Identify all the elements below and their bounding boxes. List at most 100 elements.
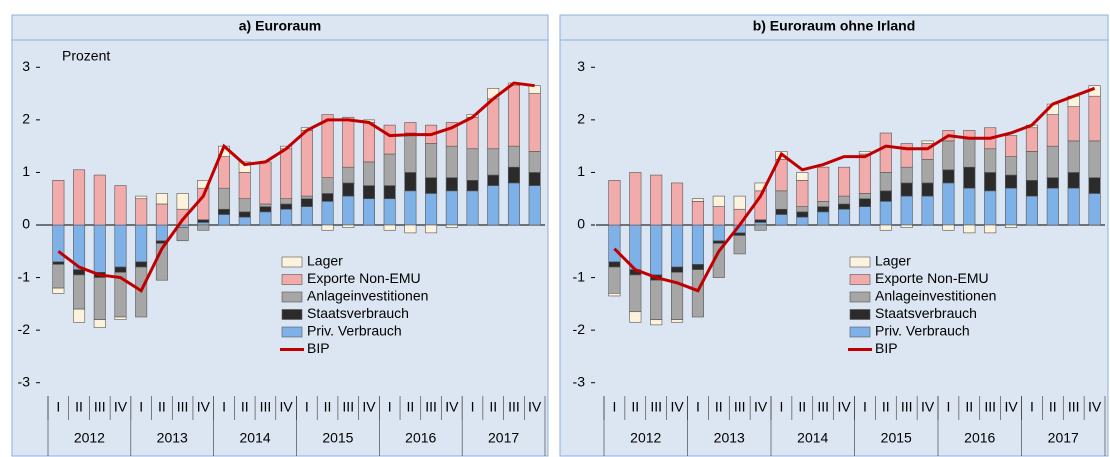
bar-segment: [404, 224, 417, 234]
bar-segment: [52, 287, 65, 294]
bar-segment: [650, 224, 663, 276]
chart-title: a) Euroraum: [239, 18, 321, 34]
x-tick-label: III: [425, 399, 437, 415]
legend-label: Priv. Verbrauch: [307, 323, 402, 339]
x-group-label: 2013: [714, 430, 745, 446]
y-tick-label: 0: [22, 216, 30, 232]
bar-segment: [425, 177, 438, 194]
bar-segment: [238, 198, 251, 213]
bar-segment: [712, 206, 725, 226]
bar-segment: [238, 216, 251, 226]
x-group-label: 2017: [488, 430, 519, 446]
bar-segment: [425, 193, 438, 226]
bar-segment: [73, 308, 86, 323]
y-tick-label: -3: [18, 373, 31, 389]
bar-segment: [300, 206, 313, 226]
y-tick-label: 3: [577, 58, 585, 74]
legend-label: Exporte Non-EMU: [875, 270, 989, 286]
bar-segment: [817, 206, 830, 213]
bar-segment: [300, 195, 313, 200]
bar-segment: [155, 203, 168, 226]
bar-segment: [691, 264, 704, 270]
y-tick-label: -3: [573, 373, 586, 389]
x-group-label: 2015: [881, 430, 912, 446]
legend-label: Exporte Non-EMU: [307, 270, 421, 286]
bar-segment: [796, 206, 809, 213]
bar-segment: [650, 279, 663, 320]
bar-segment: [507, 145, 520, 168]
bar-segment: [1067, 140, 1080, 173]
legend-swatch: [849, 291, 871, 303]
bar-segment: [425, 143, 438, 178]
legend-swatch: [849, 256, 871, 268]
bar-segment: [176, 227, 189, 242]
legend-swatch: [849, 309, 871, 320]
bar-segment: [921, 182, 934, 197]
line-series: [57, 81, 535, 293]
bar-segment: [671, 182, 684, 226]
bar-segment: [712, 240, 725, 244]
x-tick-label: IV: [921, 399, 935, 415]
bar-segment: [1046, 187, 1059, 226]
bar-segment: [528, 151, 541, 173]
x-tick-label: IV: [837, 399, 851, 415]
legend-swatch: [281, 256, 303, 268]
bar-segment: [691, 224, 704, 265]
bar-segment: [155, 224, 168, 242]
legend-label: BIP: [875, 340, 898, 356]
y-tick-label: 3: [22, 58, 30, 74]
bar-segment: [383, 153, 396, 186]
bar-segment: [1088, 140, 1101, 178]
bar-segment: [984, 224, 997, 234]
bar-segment: [879, 190, 892, 202]
panel-background: [559, 14, 1109, 457]
bar-segment: [650, 319, 663, 326]
bar-segment: [1005, 224, 1018, 228]
bar-segment: [155, 193, 168, 205]
legend-label: Staatsverbrauch: [875, 305, 977, 321]
bar-segment: [425, 224, 438, 234]
bar-segment: [733, 195, 746, 210]
x-tick-label: I: [946, 399, 950, 415]
panel-background: [11, 14, 549, 457]
bar-segment: [1046, 114, 1059, 147]
x-tick-label: II: [407, 399, 415, 415]
legend-swatch: [849, 274, 871, 285]
bar-segment: [671, 224, 684, 268]
bar-segment: [671, 272, 684, 320]
bar-segment: [404, 172, 417, 192]
bar-segment: [238, 211, 251, 218]
legend-label: Priv. Verbrauch: [875, 323, 970, 339]
bar-segment: [942, 182, 955, 226]
bar-segment: [1005, 156, 1018, 176]
bar-segment: [114, 185, 127, 226]
bar-segment: [671, 266, 684, 273]
x-tick-label: IV: [197, 399, 211, 415]
bar-segment: [528, 85, 541, 94]
chart-title: b) Euroraum ohne Irland: [753, 18, 916, 34]
x-tick-label: III: [508, 399, 520, 415]
bar-segment: [754, 224, 767, 231]
bar-segment: [921, 195, 934, 226]
bar-segment: [321, 201, 334, 226]
bar-segment: [114, 316, 127, 320]
bar-segment: [858, 193, 871, 200]
bar-segment: [1025, 151, 1038, 181]
bar-segment: [259, 161, 272, 205]
bar-segment: [608, 261, 621, 268]
bar-segment: [942, 169, 955, 184]
x-tick-label: III: [984, 399, 996, 415]
bar-segment: [984, 172, 997, 192]
bar-segment: [858, 198, 871, 207]
bar-segment: [608, 224, 621, 263]
bar-segment: [984, 190, 997, 226]
bar-segment: [176, 193, 189, 210]
legend-label: Lager: [307, 253, 343, 269]
bar-segment: [879, 132, 892, 173]
bar-segment: [963, 224, 976, 234]
x-tick-label: I: [139, 399, 143, 415]
legend-label: Lager: [875, 253, 911, 269]
bar-segment: [528, 185, 541, 226]
bar-segment: [838, 166, 851, 197]
bar-segment: [629, 172, 642, 226]
